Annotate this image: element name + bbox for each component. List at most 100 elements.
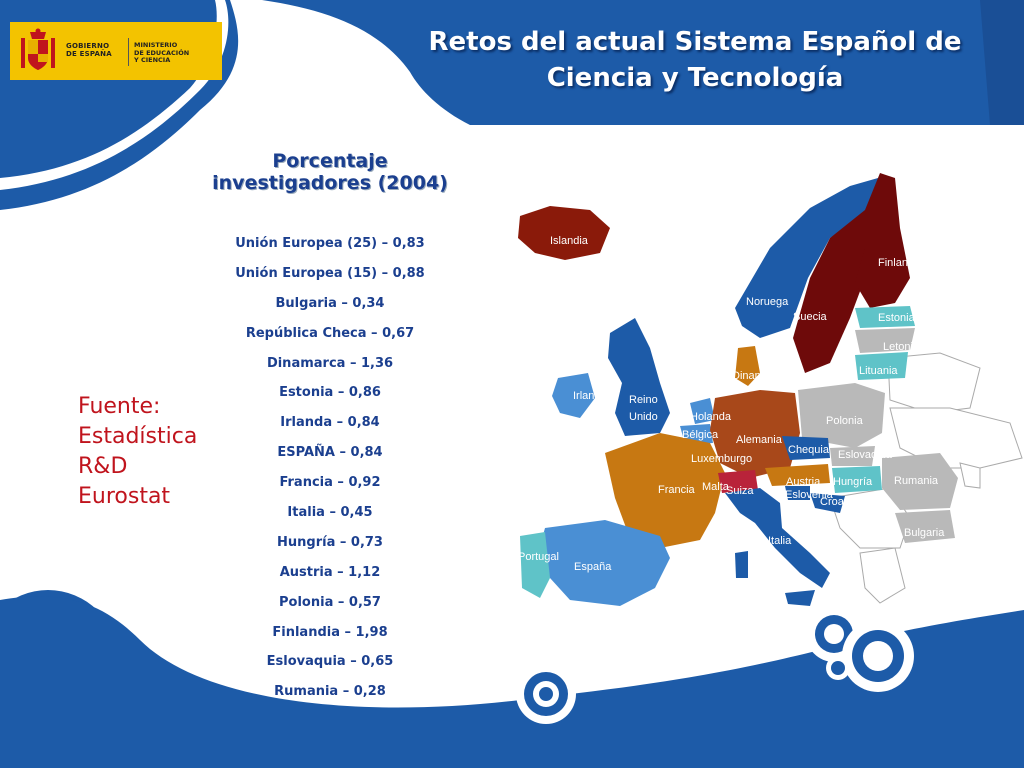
list-item: Rumania – 0,28	[274, 684, 386, 700]
country-france	[605, 433, 725, 548]
top-banner-shade	[980, 0, 1024, 125]
map-label-rumania: Rumania	[894, 475, 939, 487]
list-item: Hungría – 0,73	[277, 534, 383, 550]
country-finland	[855, 173, 910, 308]
list-item: Estonia – 0,86	[279, 385, 381, 401]
source-note: Fuente: Estadística R&D Eurostat	[78, 392, 197, 512]
list-title-line-2: investigadores (2004)	[212, 172, 448, 194]
country-grey-belarus	[887, 352, 981, 414]
map-label-suecia: Suecia	[793, 311, 828, 323]
bottom-center-ring	[516, 664, 576, 724]
list-item: ESPAÑA – 0,84	[277, 445, 383, 461]
title-line-1: Retos del actual Sistema Español de	[428, 27, 962, 57]
country-austria	[765, 464, 830, 486]
ministry-line-1: MINISTERIO	[134, 41, 178, 49]
country-italy	[725, 488, 830, 588]
country-czech	[782, 436, 830, 460]
country-latvia	[855, 328, 915, 353]
source-line-1: Fuente:	[78, 394, 161, 419]
country-sicily	[785, 590, 815, 606]
country-norway	[735, 176, 885, 338]
list-title: Porcentaje investigadores (2004)	[200, 150, 460, 194]
map-label-portugal: Portugal	[518, 551, 559, 563]
map-label-reino-unido-1: Reino	[629, 394, 658, 406]
bottom-right-rings	[806, 606, 914, 692]
country-grey-greece	[859, 547, 906, 604]
map-label-islandia: Islandia	[550, 235, 589, 247]
country-portugal	[520, 532, 550, 598]
country-sardinia	[735, 551, 748, 578]
slide-title: Retos del actual Sistema Español de Cien…	[420, 24, 970, 96]
list-item: Bulgaria – 0,34	[275, 295, 385, 311]
list-item: Unión Europea (15) – 0,88	[235, 265, 425, 281]
map-label-irlanda: Irlanda	[573, 390, 608, 402]
top-left-white-arc	[0, 0, 229, 190]
map-label-luxemburgo: Luxemburgo	[691, 453, 752, 465]
list-item: Francia – 0,92	[279, 475, 381, 491]
map-label-eslovenia: Eslovenia	[785, 489, 834, 501]
map-label-suiza: Suiza	[726, 485, 754, 497]
country-croatia	[810, 493, 845, 513]
map-label-croacia: Croacia	[820, 496, 859, 508]
map-label-finlandia: Finlandia	[878, 257, 924, 269]
source-line-2: Estadística	[78, 424, 198, 449]
coat-of-arms-icon	[21, 28, 55, 70]
ministry-line-3: Y CIENCIA	[134, 56, 171, 64]
country-ireland	[552, 373, 595, 418]
source-line-3: R&D	[78, 454, 128, 479]
country-romania	[882, 453, 958, 510]
list-title-line-1: Porcentaje	[272, 150, 388, 172]
source-line-4: Eurostat	[78, 484, 171, 509]
country-slovenia	[785, 486, 810, 500]
map-label-estonia: Estonia	[878, 312, 916, 324]
map-label-chequia: Chequia	[788, 444, 830, 456]
list-item: Austria – 1,12	[279, 564, 381, 580]
country-estonia	[855, 306, 915, 328]
ministry-line-2: DE EDUCACIÓN	[134, 48, 190, 57]
country-grey-moldova	[959, 462, 981, 489]
map-label-austria: Austria	[786, 476, 821, 488]
country-poland	[798, 383, 885, 448]
map-label-malta: Malta	[702, 481, 730, 493]
map-label-holanda: Holanda	[690, 411, 732, 423]
list-item: Finlandia – 1,98	[272, 624, 388, 640]
country-germany	[710, 390, 800, 478]
title-line-2: Ciencia y Tecnología	[546, 63, 844, 93]
logo-line-2: DE ESPAÑA	[66, 50, 112, 58]
map-label-dinamarca: Dinamarca	[732, 370, 786, 382]
country-hungary	[832, 466, 882, 493]
map-label-lituania: Lituania	[859, 365, 898, 377]
logo-text-ministry: MINISTERIO DE EDUCACIÓN Y CIENCIA	[134, 41, 190, 65]
map-label-espana: España	[574, 561, 612, 573]
logo-separator	[128, 38, 129, 66]
map-label-polonia: Polonia	[826, 415, 864, 427]
list-item: Irlanda – 0,84	[280, 415, 380, 431]
list-item: Italia – 0,45	[287, 505, 373, 521]
top-banner	[262, 0, 1024, 125]
country-uk	[608, 318, 670, 436]
list-item: Dinamarca – 1,36	[266, 355, 394, 371]
map-label-belgica: Bélgica	[682, 429, 719, 441]
country-denmark	[735, 346, 760, 386]
country-spain	[538, 520, 670, 606]
map-label-alemania: Alemania	[736, 434, 783, 446]
map-label-noruega: Noruega	[746, 296, 789, 308]
map-label-francia: Francia	[658, 484, 696, 496]
map-label-eslovaquia: Eslovaquia	[838, 449, 893, 461]
map-label-letonia: Letonia	[883, 341, 920, 353]
list-item: Polonia – 0,57	[279, 594, 381, 610]
country-netherlands	[690, 398, 715, 424]
country-slovakia	[830, 446, 875, 466]
country-switzerland	[718, 470, 758, 493]
list-item: República Checa – 0,67	[245, 325, 415, 341]
country-lithuania	[855, 352, 908, 380]
map-label-reino-unido-2: Unido	[629, 411, 658, 423]
country-sweden	[793, 210, 875, 373]
europe-map: Islandia Finlandia Noruega Suecia Estoni…	[518, 173, 1023, 606]
logo-line-1: GOBIERNO	[66, 42, 110, 50]
logo-text-gobierno: GOBIERNO DE ESPAÑA	[66, 42, 112, 58]
map-label-hungria: Hungría	[833, 476, 873, 488]
government-logo: GOBIERNO DE ESPAÑA MINISTERIO DE EDUCACI…	[10, 22, 222, 80]
map-label-italia: Italia	[768, 535, 792, 547]
